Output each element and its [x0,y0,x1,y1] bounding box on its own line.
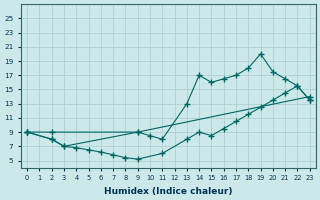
X-axis label: Humidex (Indice chaleur): Humidex (Indice chaleur) [104,187,233,196]
